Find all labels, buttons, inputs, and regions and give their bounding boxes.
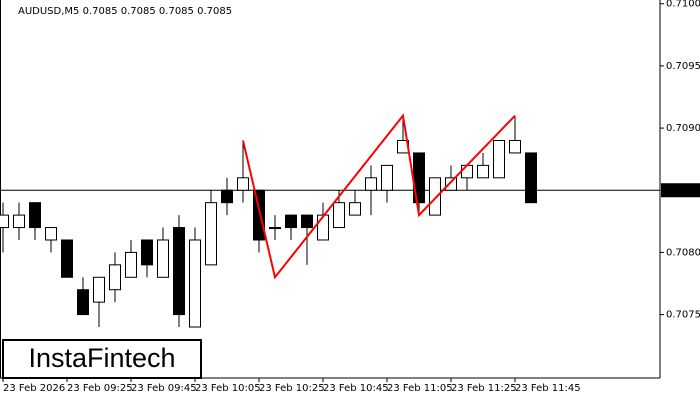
current-price-label: 0.7085 bbox=[666, 185, 700, 196]
y-tick-label: 0.7100 bbox=[666, 0, 700, 10]
candle-body bbox=[189, 239, 201, 328]
candle-body bbox=[109, 264, 121, 291]
candle-body bbox=[93, 276, 105, 303]
candle-body bbox=[333, 202, 345, 229]
x-tick-label: 23 Feb 09:25 bbox=[67, 383, 133, 394]
y-tick-label: 0.7095 bbox=[666, 61, 700, 72]
candle-body bbox=[141, 239, 153, 266]
candle-body bbox=[349, 202, 361, 216]
x-tick-label: 23 Feb 09:45 bbox=[131, 383, 197, 394]
candle-body bbox=[205, 202, 217, 266]
candle-body bbox=[525, 152, 537, 204]
candle-body bbox=[237, 177, 249, 191]
logo: InstaFintech bbox=[28, 343, 175, 373]
candle-body bbox=[157, 239, 169, 278]
candle-body bbox=[77, 289, 89, 316]
y-tick-label: 0.7075 bbox=[666, 310, 700, 321]
candle-body bbox=[61, 239, 73, 278]
current-price-box bbox=[661, 183, 700, 198]
logo-box bbox=[2, 339, 202, 379]
candle-body bbox=[269, 227, 281, 230]
candle-body bbox=[29, 202, 41, 229]
candle-body bbox=[285, 214, 297, 229]
candle-body bbox=[445, 177, 457, 191]
x-tick-label: 23 Feb 11:25 bbox=[451, 383, 517, 394]
candle-body bbox=[477, 164, 489, 179]
chart-title: AUDUSD,M5 0.7085 0.7085 0.7085 0.7085 bbox=[18, 6, 232, 17]
x-tick-label: 23 Feb 10:25 bbox=[259, 383, 325, 394]
y-tick-label: 0.7090 bbox=[666, 123, 700, 134]
candle-body bbox=[253, 189, 265, 241]
candle-body bbox=[125, 251, 137, 278]
y-tick-label: 0.7080 bbox=[666, 247, 700, 258]
candle-body bbox=[317, 214, 329, 241]
x-tick-label: 23 Feb 10:45 bbox=[323, 383, 389, 394]
x-tick-label: 23 Feb 10:05 bbox=[195, 383, 261, 394]
candle-body bbox=[0, 214, 9, 229]
candle-body bbox=[429, 177, 441, 216]
candle-body bbox=[461, 164, 473, 179]
candle-body bbox=[221, 189, 233, 204]
candle-body bbox=[45, 227, 57, 241]
x-tick-label: 23 Feb 11:05 bbox=[387, 383, 453, 394]
x-tick-label: 23 Feb 11:45 bbox=[515, 383, 581, 394]
candle-body bbox=[13, 214, 25, 229]
pattern-line bbox=[242, 113, 516, 280]
x-tick-label: 23 Feb 2026 bbox=[3, 383, 65, 394]
candle-body bbox=[381, 164, 393, 191]
candle-body bbox=[365, 177, 377, 191]
marks bbox=[0, 115, 660, 328]
candle-body bbox=[493, 140, 505, 179]
candle-body bbox=[301, 214, 313, 229]
candle-body bbox=[509, 140, 521, 154]
candle-body bbox=[173, 227, 185, 316]
